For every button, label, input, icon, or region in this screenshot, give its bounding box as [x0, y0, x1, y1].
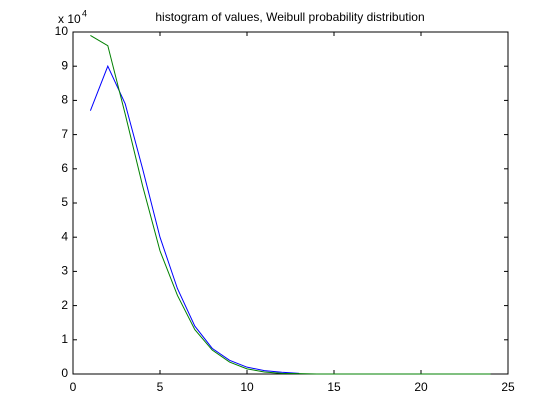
plot-area [72, 31, 509, 375]
x-tick-label: 25 [501, 380, 515, 394]
y-tick-label: 8 [61, 93, 68, 107]
y-tick-label: 3 [61, 264, 68, 278]
y-exponent: 4 [82, 8, 87, 18]
y-tick-label: 5 [61, 195, 68, 209]
chart-title: histogram of values, Weibull probability… [155, 10, 424, 24]
x-tick-label: 10 [240, 380, 254, 394]
y-tick-label: 4 [61, 229, 68, 243]
x-tick-label: 0 [70, 380, 77, 394]
series-line [89, 64, 300, 374]
x-tick-label: 15 [327, 380, 341, 394]
y-tick-label: 6 [61, 161, 68, 175]
series-line [90, 34, 491, 375]
y-tick-label: 7 [61, 127, 68, 141]
x-tick-label: 20 [414, 380, 428, 394]
y-tick-label: 10 [55, 24, 69, 38]
y-tick-label: 2 [61, 298, 68, 312]
y-tick-label: 9 [61, 58, 68, 72]
y-tick-label: 1 [61, 332, 68, 346]
y-multiplier: x 10 [58, 12, 81, 26]
x-tick-label: 5 [157, 380, 164, 394]
y-tick-label: 0 [61, 366, 68, 380]
